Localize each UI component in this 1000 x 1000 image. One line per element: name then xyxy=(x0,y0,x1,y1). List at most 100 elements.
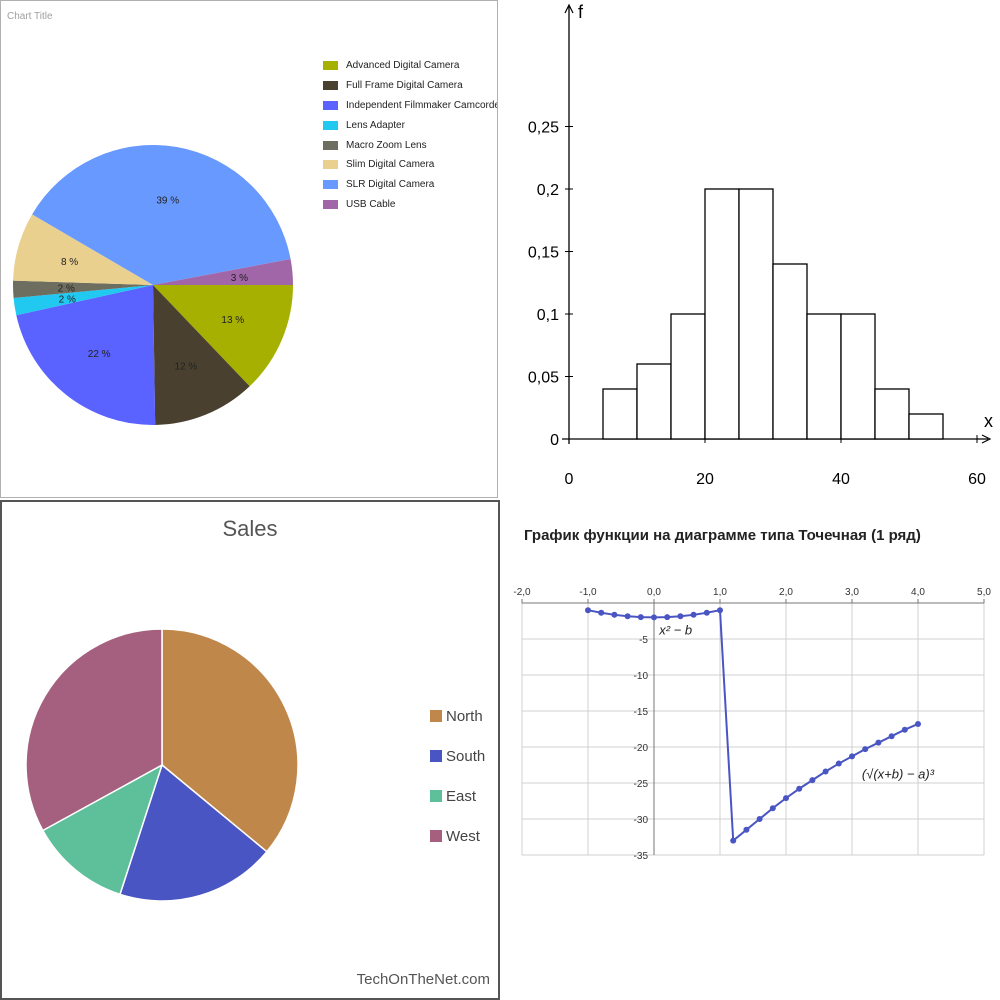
histogram-bar xyxy=(602,388,638,440)
y-tick-label: -10 xyxy=(634,671,649,682)
data-point xyxy=(875,739,882,746)
pie-data-label: 2 % xyxy=(58,284,75,295)
legend-label: Full Frame Digital Camera xyxy=(346,80,463,92)
pie-slice-independent-filmmaker-camcorder xyxy=(16,285,156,425)
legend-label: USB Cable xyxy=(346,198,396,210)
histogram-bar xyxy=(704,188,740,440)
legend-swatch xyxy=(323,160,338,170)
data-point xyxy=(651,614,657,621)
legend-item-independent-filmmaker-camcorder: Independent Filmmaker Camcorder xyxy=(323,96,498,116)
y-tick-label: -35 xyxy=(634,851,649,862)
histogram-bar xyxy=(908,413,944,440)
legend-swatch xyxy=(323,61,338,71)
pie-slice-north xyxy=(161,628,299,853)
x-tick-label: -1,0 xyxy=(579,587,597,598)
y-tick-label: 0,2 xyxy=(537,182,559,199)
product-pie-legend: Advanced Digital Camera Full Frame Digit… xyxy=(323,56,498,214)
data-point xyxy=(915,720,921,727)
legend-swatch xyxy=(430,710,442,722)
legend-item-east: East xyxy=(430,776,485,816)
legend-swatch xyxy=(430,830,442,842)
pie-slice-west xyxy=(25,628,163,832)
function-line xyxy=(587,608,919,843)
y-tick-label: 0,05 xyxy=(528,370,559,387)
legend-label: Lens Adapter xyxy=(346,119,405,131)
legend-swatch xyxy=(323,180,338,190)
y-tick-label: -20 xyxy=(634,743,649,754)
data-point xyxy=(598,609,605,616)
sales-pie-chart xyxy=(25,628,299,902)
legend-swatch xyxy=(323,199,338,209)
data-point xyxy=(637,614,644,621)
product-pie-chart: 13 % 12 % 22 % 2 %2 % 8 % 39 % 3 % xyxy=(12,144,293,425)
legend-item-south: South xyxy=(430,736,485,776)
pie-data-label: 3 % xyxy=(231,273,248,284)
legend-label: Advanced Digital Camera xyxy=(346,60,460,72)
x-tick-label: 3,0 xyxy=(845,587,859,598)
pie-data-label: 13 % xyxy=(221,315,244,326)
data-point xyxy=(585,607,591,614)
legend-label: Independent Filmmaker Camcorder xyxy=(346,99,498,111)
scatter-panel: График функции на диаграмме типа Точечна… xyxy=(508,505,1000,1000)
pie-slice-lens-adapter xyxy=(13,285,154,316)
legend-item-full-frame-digital-camera: Full Frame Digital Camera xyxy=(323,76,497,96)
data-point xyxy=(835,760,842,767)
x-tick-label: -2,0 xyxy=(513,587,531,598)
pie-chart-title: Chart Title xyxy=(7,11,53,22)
x-tick-label: 1,0 xyxy=(713,587,727,598)
legend-item-slim-digital-camera: Slim Digital Camera xyxy=(323,155,497,175)
data-point xyxy=(809,777,816,784)
y-tick-label: -25 xyxy=(634,779,649,790)
legend-item-slr-digital-camera: SLR Digital Camera xyxy=(323,175,497,195)
sales-pie-panel: Sales North South East West TechOnTheNet… xyxy=(0,500,500,1000)
y-axis-arrow-icon xyxy=(564,3,574,14)
pie-slice-macro-zoom-lens xyxy=(12,280,153,299)
annotation-left: x² − b xyxy=(658,623,692,638)
data-point xyxy=(822,768,829,775)
legend-item-west: West xyxy=(430,816,485,856)
histogram-bar xyxy=(772,263,808,440)
pie-slice-advanced-digital-camera xyxy=(153,285,293,387)
legend-label: East xyxy=(446,787,477,805)
histogram-bar xyxy=(670,313,706,440)
y-tick-label: 0,15 xyxy=(528,245,559,262)
data-point xyxy=(624,613,631,620)
histogram-bar xyxy=(636,363,672,440)
x-tick-label: 60 xyxy=(968,471,986,488)
histogram-bar xyxy=(874,388,910,440)
scatter-chart-title: График функции на диаграмме типа Точечна… xyxy=(524,527,921,544)
pie-slice-usb-cable xyxy=(153,259,293,285)
y-tick-label: -15 xyxy=(634,707,649,718)
data-point xyxy=(849,753,855,760)
legend-item-macro-zoom-lens: Macro Zoom Lens xyxy=(323,135,497,155)
histogram-bar xyxy=(806,313,842,440)
y-tick-label: 0,25 xyxy=(528,120,559,137)
pie-slice-full-frame-digital-camera xyxy=(153,285,250,425)
data-point xyxy=(730,837,737,844)
data-point xyxy=(611,611,618,618)
legend-swatch xyxy=(430,750,442,762)
legend-swatch xyxy=(323,100,338,110)
data-point xyxy=(862,746,869,753)
legend-swatch xyxy=(323,140,338,150)
data-point xyxy=(743,826,750,833)
legend-swatch xyxy=(323,81,338,91)
data-point xyxy=(690,611,697,618)
watermark: TechOnTheNet.com xyxy=(356,971,490,988)
x-tick-label: 0 xyxy=(565,471,574,488)
sales-chart-title: Sales xyxy=(222,516,278,541)
pie-data-label: 2 % xyxy=(59,294,76,305)
sales-legend: North South East West xyxy=(430,696,485,856)
x-axis-arrow-icon xyxy=(981,434,992,444)
legend-label: Slim Digital Camera xyxy=(346,159,435,171)
pie-data-label: 22 % xyxy=(88,349,111,360)
y-axis-label: f xyxy=(578,2,584,22)
pie-slice-east xyxy=(41,763,164,896)
legend-item-north: North xyxy=(430,696,485,736)
x-tick-label: 4,0 xyxy=(911,587,925,598)
pie-data-label: 39 % xyxy=(156,195,179,206)
legend-item-lens-adapter: Lens Adapter xyxy=(323,115,497,135)
data-point xyxy=(888,733,895,740)
pie-slice-slim-digital-camera xyxy=(13,214,154,285)
x-tick-label: 0,0 xyxy=(647,587,661,598)
